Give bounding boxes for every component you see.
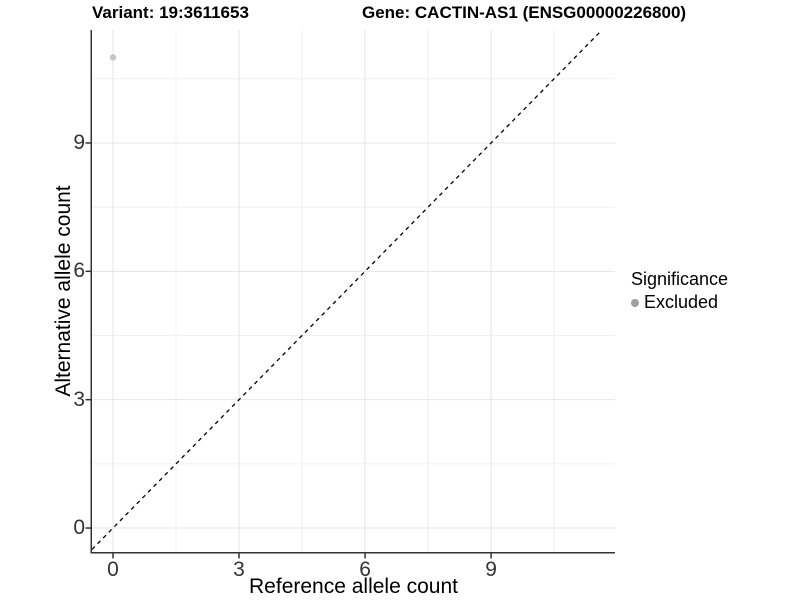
data-point-excluded xyxy=(109,54,117,61)
y-tick-label: 3 xyxy=(73,387,85,411)
identity-dashed-line xyxy=(91,29,603,550)
x-tick-label: 6 xyxy=(359,558,371,581)
x-tick-label: 9 xyxy=(485,558,497,581)
x-tick-label: 0 xyxy=(107,558,119,581)
legend-item-excluded: Excluded xyxy=(629,292,728,313)
y-tick-label: 0 xyxy=(73,516,85,540)
variant-title: Variant: 19:3611653 xyxy=(92,3,249,22)
y-tick-label: 9 xyxy=(73,130,85,154)
x-axis-title: Reference allele count xyxy=(249,575,458,598)
legend-title: Significance xyxy=(631,269,729,289)
legend: Significance Excluded xyxy=(629,269,728,313)
x-tick-label: 3 xyxy=(233,558,245,581)
excluded-point-icon xyxy=(631,298,639,307)
y-tick-label: 6 xyxy=(73,259,85,283)
y-axis-title: Alternative allele count xyxy=(52,185,75,397)
gene-title: Gene: CACTIN-AS1 (ENSG00000226800) xyxy=(362,3,687,22)
legend-item-label: Excluded xyxy=(644,292,719,312)
